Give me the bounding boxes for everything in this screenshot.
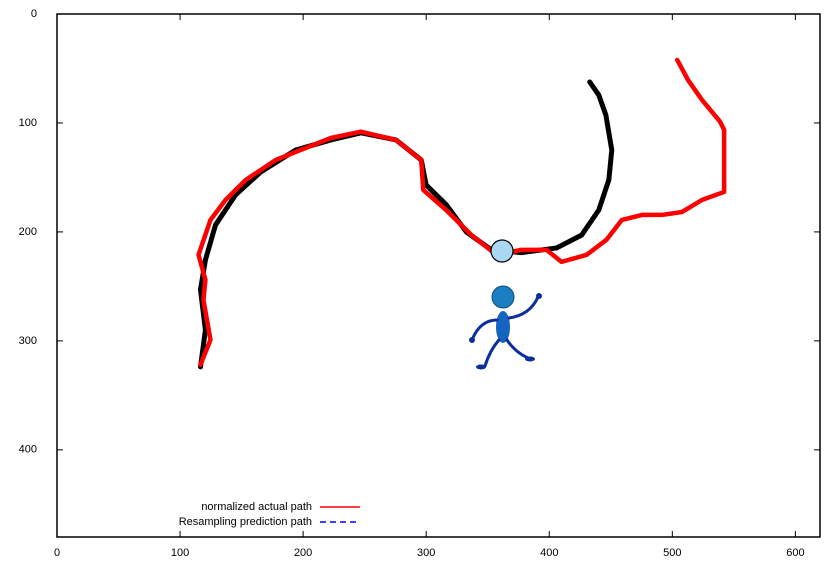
x-tick-label: 600 — [786, 547, 804, 559]
y-tick-label: 100 — [19, 117, 37, 129]
y-tick-label: 400 — [19, 444, 37, 456]
series-line — [197, 79, 615, 370]
x-tick-label: 200 — [294, 547, 312, 559]
y-tick-label: 0 — [31, 8, 37, 20]
x-tick-label: 300 — [417, 547, 435, 559]
legend-label: normalized actual path — [201, 501, 312, 513]
y-tick-label: 200 — [19, 226, 37, 238]
x-tick-label: 100 — [171, 547, 189, 559]
x-tick-label: 400 — [540, 547, 558, 559]
x-tick-label: 0 — [54, 547, 60, 559]
series-line — [196, 57, 727, 368]
y-tick-label: 300 — [19, 335, 37, 347]
figure-icon — [469, 285, 542, 370]
position-marker — [490, 239, 514, 263]
x-tick-label: 500 — [663, 547, 681, 559]
legend: normalized actual path Resampling predict… — [179, 501, 360, 528]
marks — [196, 57, 727, 370]
plot-frame — [56, 13, 821, 538]
legend-label: Resampling prediction path — [179, 516, 312, 528]
